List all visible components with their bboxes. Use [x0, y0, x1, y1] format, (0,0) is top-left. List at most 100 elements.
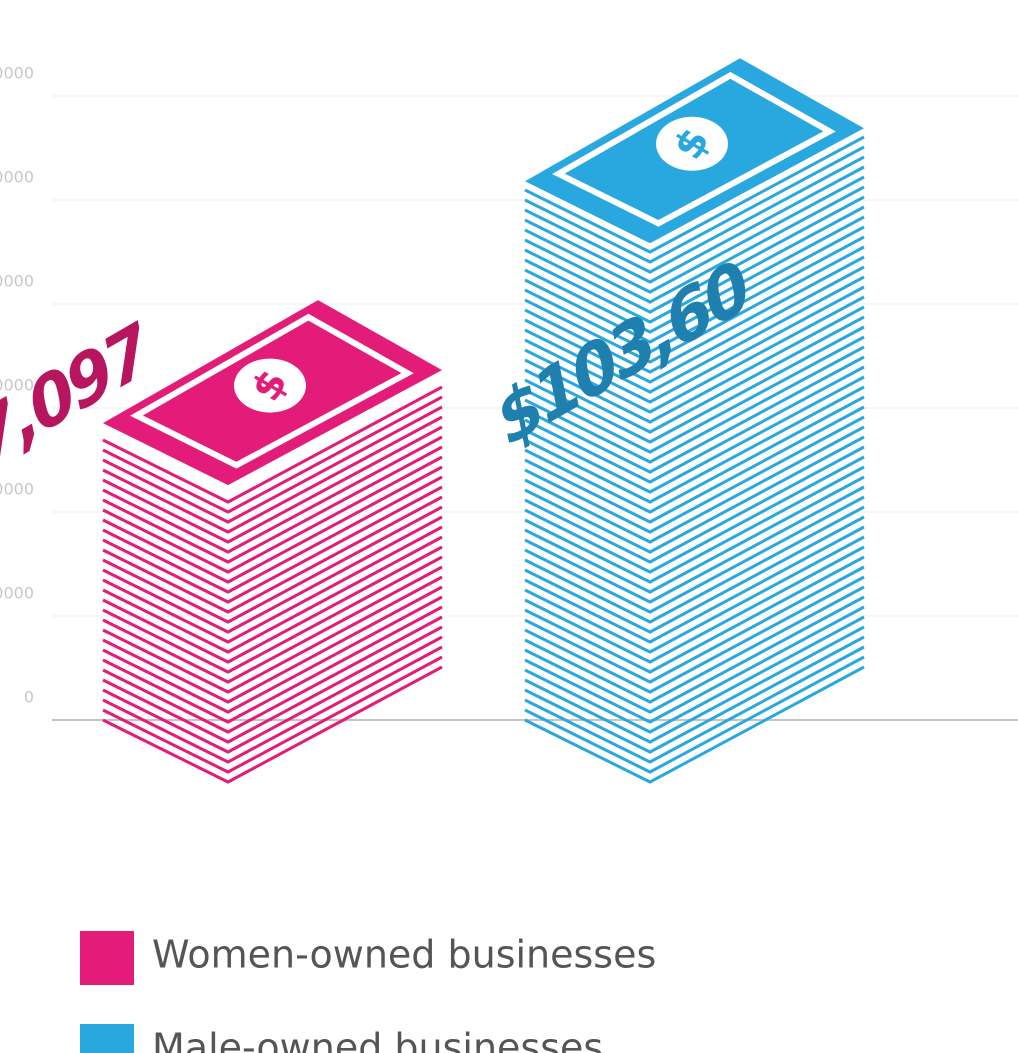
stack-layer [524, 605, 865, 724]
stack-layer [524, 315, 865, 434]
stack-layer [524, 615, 865, 734]
stack-layer [524, 165, 865, 284]
legend-swatch [80, 1024, 134, 1053]
stack-layer [524, 375, 865, 494]
stack-layer [524, 145, 865, 264]
stack-layer [524, 585, 865, 704]
stack-layer [102, 555, 443, 674]
y-tick-label: 80000 [0, 272, 34, 291]
stack-layer [524, 385, 865, 504]
stack-layer [524, 535, 865, 654]
stack-layer [102, 605, 443, 724]
stack-layer [524, 355, 865, 474]
stack-layer [102, 545, 443, 664]
stack-layer [524, 195, 865, 314]
stack-layer [524, 455, 865, 574]
bill-border [130, 313, 414, 469]
stack-layer [524, 485, 865, 604]
stack-layer [102, 615, 443, 734]
stack-layer [524, 595, 865, 714]
y-tick-label: 20000 [0, 584, 34, 603]
legend-label: Male-owned businesses [152, 1026, 603, 1053]
stack-layer [524, 245, 865, 364]
y-tick-label: 40000 [0, 480, 34, 499]
stack-layer [102, 595, 443, 714]
stack-layer [102, 415, 443, 534]
stack-layer [524, 665, 865, 784]
stack-layer [102, 435, 443, 554]
stack-layer [524, 545, 865, 664]
stack-layer [524, 225, 865, 344]
stack-layer [524, 645, 865, 764]
stack-layer [102, 405, 443, 524]
stack-layer [524, 295, 865, 414]
money-stack: $ [102, 300, 443, 784]
stack-layer [524, 405, 865, 524]
stack-layer [524, 325, 865, 444]
y-tick-label: 100000 [0, 168, 34, 187]
stack-layer [102, 465, 443, 584]
dollar-circle [234, 358, 306, 413]
stack-layer [102, 515, 443, 634]
stack-layer [524, 465, 865, 584]
bill-border [552, 71, 836, 227]
stack-layer [524, 655, 865, 774]
stack-layer [524, 475, 865, 594]
stack-layer [102, 635, 443, 754]
stack-layer [524, 175, 865, 294]
stack-layer [524, 415, 865, 534]
stack-layer [102, 425, 443, 544]
stack-layer [524, 255, 865, 374]
stack-layer [102, 645, 443, 764]
stack-layer [524, 445, 865, 564]
stack-layer [524, 235, 865, 354]
stack-layer [524, 265, 865, 384]
stack-layer [524, 345, 865, 464]
stack-layer [524, 555, 865, 674]
stack-layer [524, 635, 865, 754]
stack-layer [524, 395, 865, 514]
stack-layer [524, 495, 865, 614]
stack-layer [102, 575, 443, 694]
stack-layer [524, 625, 865, 744]
stack-layer [102, 455, 443, 574]
stack-layer [524, 135, 865, 254]
stack-layer [524, 515, 865, 634]
dollar-circle [656, 116, 728, 171]
legend-label: Women-owned businesses [152, 933, 656, 977]
y-tick-label: 120000 [0, 64, 34, 83]
stack-layer [102, 495, 443, 614]
stack-layer [524, 335, 865, 454]
stack-layer [102, 385, 443, 504]
stack-layer [524, 525, 865, 644]
y-tick-label: 0 [24, 688, 34, 707]
stack-layer [524, 155, 865, 274]
stack-layer [102, 585, 443, 704]
stack-layer [102, 625, 443, 744]
stack-layer [102, 565, 443, 684]
stack-layer [524, 285, 865, 404]
stack-layer [524, 185, 865, 304]
stack-layer [102, 655, 443, 774]
stack-layer [524, 425, 865, 544]
stack-layer [102, 445, 443, 564]
stack-layer [524, 205, 865, 324]
stack-layer [524, 365, 865, 484]
stack-layer [524, 575, 865, 694]
stack-layer [102, 505, 443, 624]
stack-layer [102, 475, 443, 594]
stack-layer [524, 305, 865, 424]
stack-layer [102, 395, 443, 514]
money-stack: $ [524, 58, 865, 784]
stack-layer [102, 535, 443, 654]
y-tick-label: 60000 [0, 376, 34, 395]
stack-layer [102, 525, 443, 644]
stack-layer [524, 435, 865, 554]
stack-layer [102, 485, 443, 604]
stack-layer [524, 505, 865, 624]
stack-layer [524, 215, 865, 334]
legend-swatch [80, 931, 134, 985]
stack-layer [524, 565, 865, 684]
